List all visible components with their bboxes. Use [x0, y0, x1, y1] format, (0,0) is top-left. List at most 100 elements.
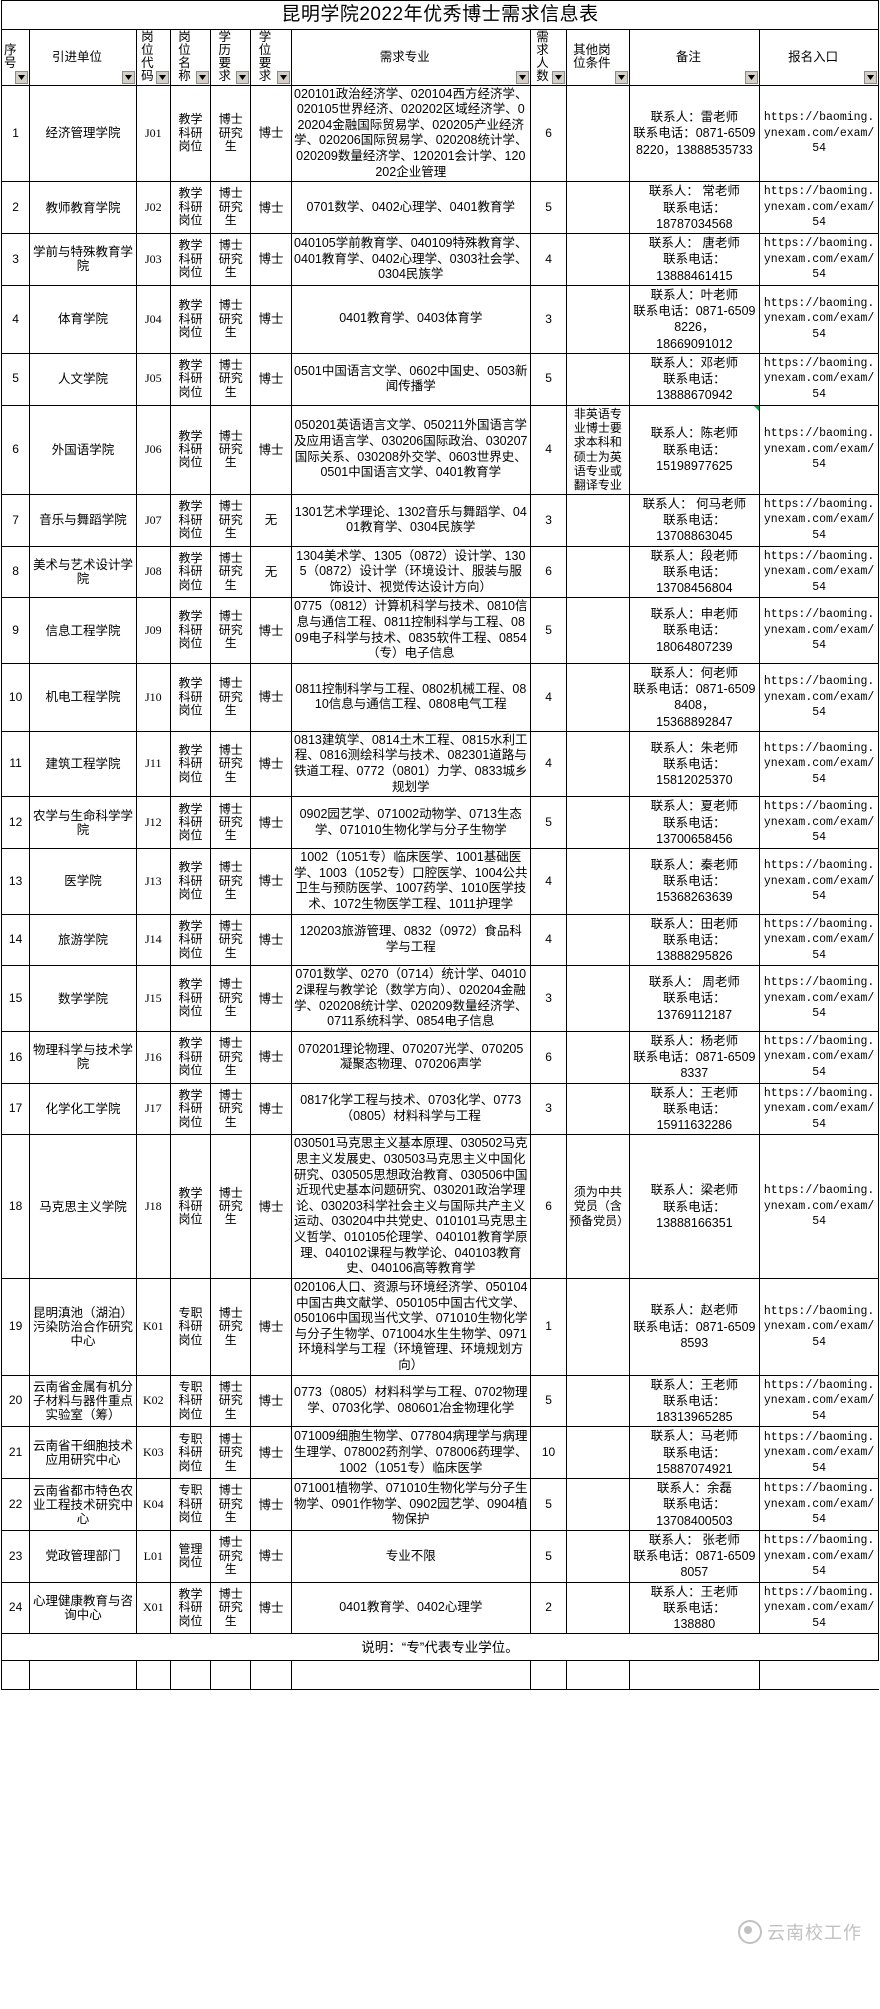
cell-code[interactable]: J16: [135, 1030, 171, 1084]
cell-link[interactable]: https://baoming.ynexam.com/exam/54: [759, 233, 879, 286]
cell-unit[interactable]: 美术与艺术设计学院: [29, 545, 137, 599]
cell-num[interactable]: 6: [529, 1134, 568, 1279]
cell-seq[interactable]: 12: [0, 796, 31, 850]
cell-code[interactable]: J17: [135, 1082, 171, 1136]
cell-other[interactable]: [566, 84, 630, 183]
cell-link[interactable]: https://baoming.ynexam.com/exam/54: [759, 1030, 879, 1084]
cell-major[interactable]: 1002（1051专）临床医学、1001基础医学、1003（1052专）口腔医学…: [290, 848, 531, 915]
cell-edu[interactable]: 博士研究生: [210, 730, 252, 798]
cell-other[interactable]: [566, 1030, 630, 1084]
cell-seq[interactable]: 10: [0, 662, 31, 732]
cell-remark[interactable]: 联系人：杨老师 联系电话：0871-65098337: [628, 1030, 761, 1084]
cell-edu[interactable]: 博士研究生: [210, 233, 252, 286]
cell-other[interactable]: 非英语专业博士要求本科和硕士为英语专业或翻译专业: [566, 404, 630, 495]
cell-other[interactable]: [566, 352, 630, 406]
cell-num[interactable]: 3: [529, 1082, 568, 1136]
cell-remark[interactable]: 联系人：马老师 联系电话： 15887074921: [628, 1426, 761, 1480]
cell-num[interactable]: 1: [529, 1277, 568, 1376]
cell-other[interactable]: [566, 284, 630, 354]
cell-other[interactable]: [566, 1426, 630, 1480]
cell-major[interactable]: 071001植物学、071010生物化学与分子生物学、0901作物学、0902园…: [290, 1478, 531, 1531]
cell-degree[interactable]: 博士: [250, 1030, 292, 1084]
cell-unit[interactable]: 体育学院: [29, 284, 137, 354]
cell-other[interactable]: [566, 796, 630, 850]
cell-other[interactable]: [566, 1374, 630, 1428]
cell-post[interactable]: 教学科研岗位: [169, 493, 212, 547]
cell-post[interactable]: 教学科研岗位: [169, 1581, 212, 1635]
cell-post[interactable]: 教学科研岗位: [169, 84, 212, 183]
cell-degree[interactable]: 博士: [250, 1478, 292, 1531]
filter-dropdown-icon-code[interactable]: [155, 70, 169, 84]
cell-unit[interactable]: 云南省金属有机分子材料与器件重点实验室（筹）: [29, 1374, 137, 1428]
cell-num[interactable]: 6: [529, 1030, 568, 1084]
cell-major[interactable]: 0401教育学、0402心理学: [290, 1581, 531, 1635]
empty-cell[interactable]: [759, 1660, 879, 1691]
filter-dropdown-icon-post[interactable]: [196, 70, 210, 84]
cell-post[interactable]: 教学科研岗位: [169, 796, 212, 850]
cell-num[interactable]: 6: [529, 545, 568, 599]
cell-degree[interactable]: 博士: [250, 181, 292, 234]
cell-major[interactable]: 0775（0812）计算机科学与技术、0810信息与通信工程、0811控制科学与…: [290, 597, 531, 664]
cell-edu[interactable]: 博士研究生: [210, 1374, 252, 1428]
cell-link[interactable]: https://baoming.ynexam.com/exam/54: [759, 1581, 879, 1635]
empty-cell[interactable]: [210, 1660, 252, 1691]
cell-remark[interactable]: 联系人： 唐老师 联系电话： 13888461415: [628, 233, 761, 286]
cell-other[interactable]: [566, 493, 630, 547]
cell-edu[interactable]: 博士研究生: [210, 1082, 252, 1136]
cell-major[interactable]: 120203旅游管理、0832（0972）食品科学与工程: [290, 913, 531, 967]
cell-remark[interactable]: 联系人：段老师 联系电话： 13708456804: [628, 545, 761, 599]
cell-code[interactable]: J06: [135, 404, 171, 495]
cell-code[interactable]: J07: [135, 493, 171, 547]
cell-link[interactable]: https://baoming.ynexam.com/exam/54: [759, 662, 879, 732]
cell-code[interactable]: J09: [135, 597, 171, 664]
cell-major[interactable]: 0902园艺学、071002动物学、0713生态学、071010生物化学与分子生…: [290, 796, 531, 850]
cell-link[interactable]: https://baoming.ynexam.com/exam/54: [759, 545, 879, 599]
cell-link[interactable]: https://baoming.ynexam.com/exam/54: [759, 597, 879, 664]
cell-post[interactable]: 专职科研岗位: [169, 1426, 212, 1480]
filter-dropdown-icon-num[interactable]: [552, 70, 566, 84]
cell-post[interactable]: 专职科研岗位: [169, 1374, 212, 1428]
cell-link[interactable]: https://baoming.ynexam.com/exam/54: [759, 1277, 879, 1376]
cell-code[interactable]: J14: [135, 913, 171, 967]
cell-num[interactable]: 5: [529, 1478, 568, 1531]
cell-link[interactable]: https://baoming.ynexam.com/exam/54: [759, 1082, 879, 1136]
cell-link[interactable]: https://baoming.ynexam.com/exam/54: [759, 796, 879, 850]
cell-other[interactable]: [566, 913, 630, 967]
cell-remark[interactable]: 联系人：何老师 联系电话：0871-65098408， 15368892847: [628, 662, 761, 732]
empty-cell[interactable]: [250, 1660, 292, 1691]
cell-degree[interactable]: 博士: [250, 1134, 292, 1279]
cell-other[interactable]: 须为中共党员（含预备党员）: [566, 1134, 630, 1279]
cell-edu[interactable]: 博士研究生: [210, 1030, 252, 1084]
cell-num[interactable]: 5: [529, 1529, 568, 1583]
cell-post[interactable]: 专职科研岗位: [169, 1277, 212, 1376]
cell-post[interactable]: 管理岗位: [169, 1529, 212, 1583]
cell-unit[interactable]: 心理健康教育与咨询中心: [29, 1581, 137, 1635]
cell-code[interactable]: J15: [135, 965, 171, 1032]
cell-post[interactable]: 教学科研岗位: [169, 1030, 212, 1084]
cell-link[interactable]: https://baoming.ynexam.com/exam/54: [759, 84, 879, 183]
cell-link[interactable]: https://baoming.ynexam.com/exam/54: [759, 1529, 879, 1583]
cell-major[interactable]: 040105学前教育学、040109特殊教育学、0401教育学、0402心理学、…: [290, 233, 531, 286]
cell-code[interactable]: J05: [135, 352, 171, 406]
cell-degree[interactable]: 博士: [250, 913, 292, 967]
cell-num[interactable]: 5: [529, 181, 568, 234]
cell-unit[interactable]: 音乐与舞蹈学院: [29, 493, 137, 547]
empty-cell[interactable]: [529, 1660, 568, 1691]
cell-num[interactable]: 4: [529, 913, 568, 967]
cell-unit[interactable]: 数学学院: [29, 965, 137, 1032]
empty-cell[interactable]: [628, 1660, 761, 1691]
cell-unit[interactable]: 人文学院: [29, 352, 137, 406]
filter-dropdown-icon-remark[interactable]: [745, 70, 759, 84]
cell-code[interactable]: J13: [135, 848, 171, 915]
cell-post[interactable]: 教学科研岗位: [169, 233, 212, 286]
cell-seq[interactable]: 6: [0, 404, 31, 495]
cell-num[interactable]: 4: [529, 730, 568, 798]
filter-dropdown-icon-link[interactable]: [864, 70, 877, 84]
empty-cell[interactable]: [169, 1660, 212, 1691]
cell-degree[interactable]: 博士: [250, 1426, 292, 1480]
cell-other[interactable]: [566, 662, 630, 732]
filter-dropdown-icon-seq[interactable]: [15, 70, 29, 84]
cell-remark[interactable]: 联系人：叶老师 联系电话：0871-65098226， 18669091012: [628, 284, 761, 354]
cell-remark[interactable]: 联系人：梁老师 联系电话： 13888166351: [628, 1134, 761, 1279]
cell-remark[interactable]: 联系人：余磊 联系电话： 13708400503: [628, 1478, 761, 1531]
